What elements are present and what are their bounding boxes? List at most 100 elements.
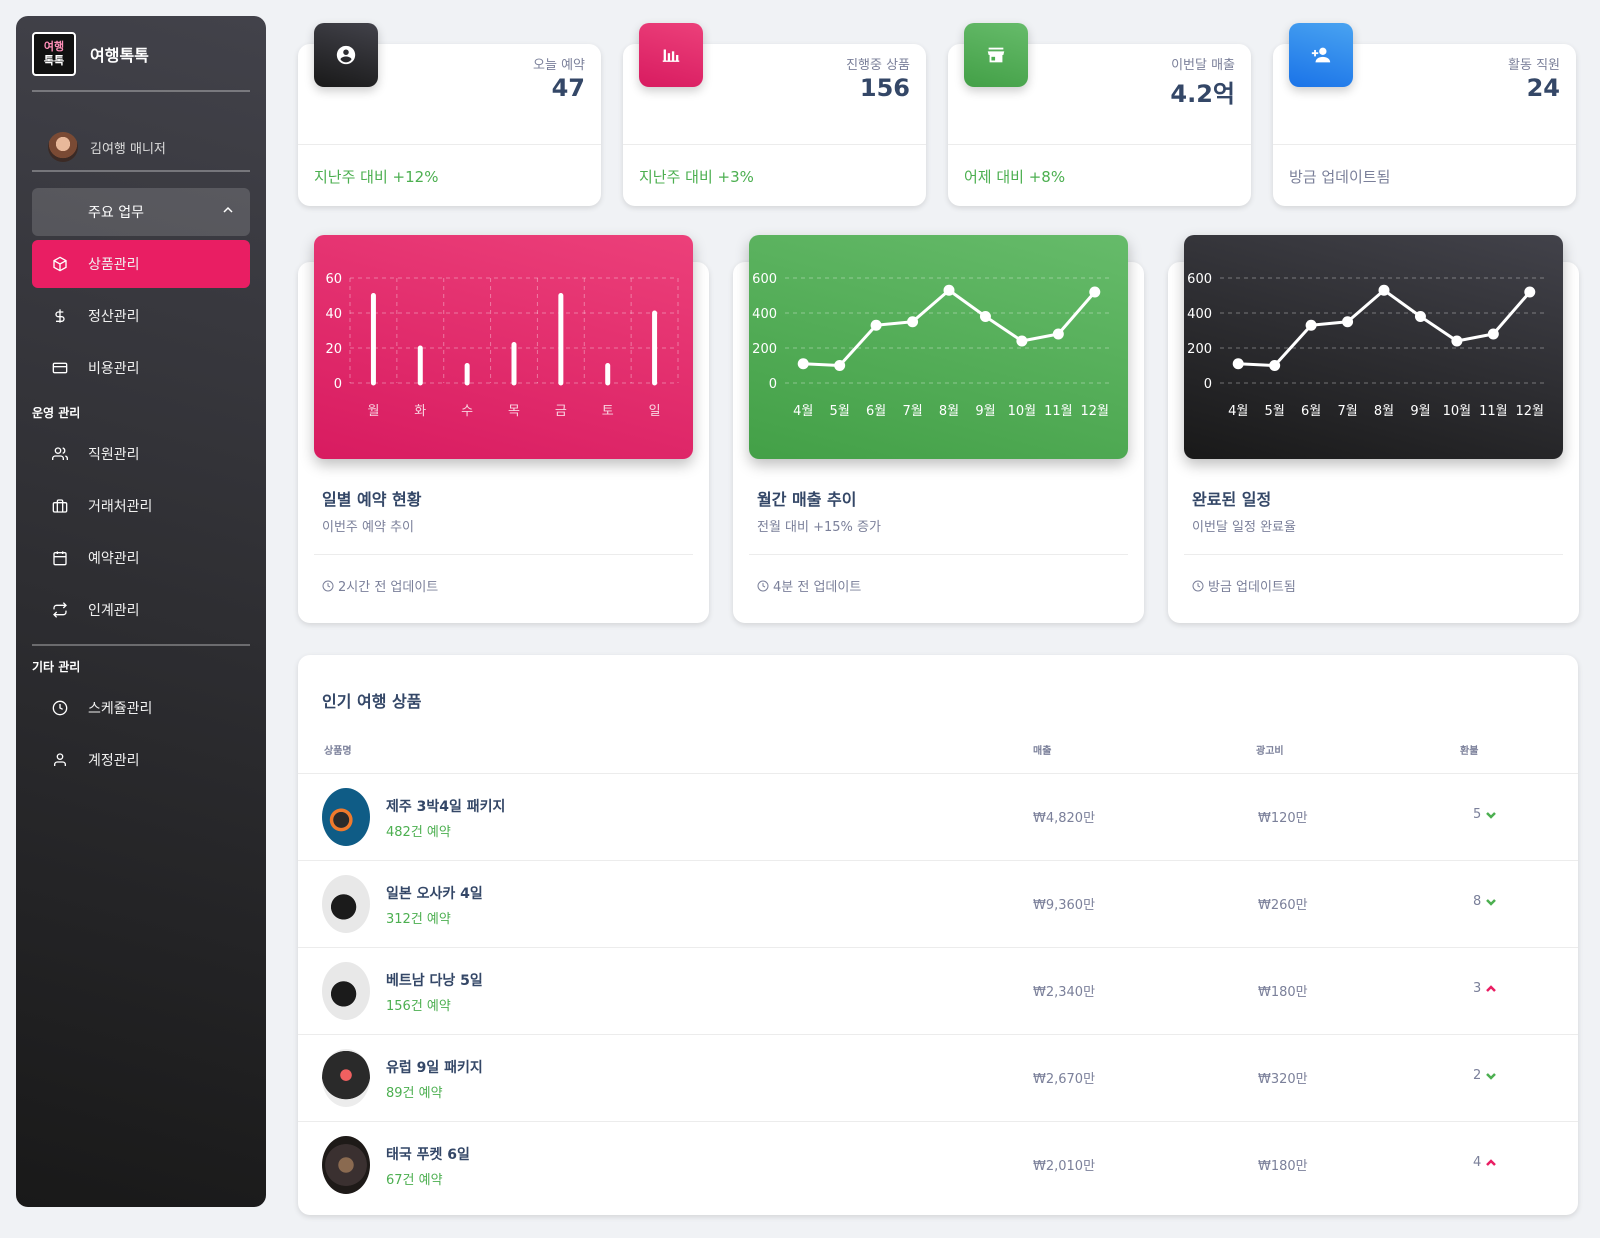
chart-subtitle: 이번주 예약 추이 <box>322 520 414 535</box>
sidebar-item-products[interactable]: 상품관리 <box>32 240 250 288</box>
user-profile[interactable]: 김여행 매니저 <box>48 132 166 162</box>
brand-logo: 여행 톡톡 <box>32 32 76 76</box>
sidebar-item-staff[interactable]: 직원관리 <box>32 430 250 478</box>
sidebar-item-label: 상품관리 <box>88 257 140 273</box>
table-row[interactable]: 유럽 9일 패키지 89건 예약 ₩2,670만 ₩320만 2 <box>298 1034 1578 1121</box>
data-point <box>1342 316 1354 328</box>
refund-count: 4 <box>1473 1155 1482 1170</box>
x-tick-label: 7월 <box>902 404 922 419</box>
data-point <box>797 358 809 370</box>
stat-footer: 지난주 대비 +12% <box>314 168 439 186</box>
y-tick-label: 400 <box>752 307 777 322</box>
bar-chart: 0 20 40 60 월 화 수 목 금 토 일 <box>325 272 679 419</box>
x-tick-label: 11월 <box>1479 404 1508 419</box>
sidebar-item-partners[interactable]: 거래처관리 <box>32 482 250 530</box>
sidebar-item-label: 비용관리 <box>88 361 140 377</box>
chart-card-daily-bookings: 0 20 40 60 월 화 수 목 금 토 일 일별 예약 현황 이번주 예약 추이 2시간 전 … <box>298 235 709 623</box>
product-thumbnail <box>322 1049 370 1107</box>
brand-name: 여행톡톡 <box>90 46 149 65</box>
chevron-up-icon <box>1486 1158 1497 1166</box>
stat-card-today-bookings: 오늘 예약 47 지난주 대비 +12% <box>298 23 601 206</box>
y-tick-label: 0 <box>769 377 777 392</box>
refund-count: 8 <box>1473 894 1482 909</box>
stat-value: 156 <box>859 74 910 102</box>
table-row[interactable]: 태국 푸켓 6일 67건 예약 ₩2,010만 ₩180만 4 <box>298 1121 1578 1208</box>
x-tick-label: 목 <box>508 404 520 419</box>
brand[interactable]: 여행 톡톡 여행톡톡 <box>32 32 149 76</box>
x-tick-label: 5월 <box>1265 404 1285 419</box>
sidebar-item-handover[interactable]: 인계관리 <box>32 586 250 634</box>
y-tick-label: 40 <box>325 307 342 322</box>
section-title-etc: 기타 관리 <box>32 660 81 674</box>
avatar <box>48 132 78 162</box>
sidebar-item-schedule[interactable]: 스케쥴관리 <box>32 684 250 732</box>
stat-card-active-products: 진행중 상품 156 지난주 대비 +3% <box>623 23 926 206</box>
product-sales: ₩9,360만 <box>1033 898 1096 913</box>
product-sales: ₩2,010만 <box>1033 1159 1096 1174</box>
chart-title: 완료된 일정 <box>1192 490 1272 509</box>
y-tick-label: 0 <box>1204 377 1212 392</box>
product-refund: 2 <box>1473 1068 1497 1083</box>
chart-footer-text: 2시간 전 업데이트 <box>338 580 439 595</box>
product-sales: ₩4,820만 <box>1033 811 1096 826</box>
sidebar-item-account[interactable]: 계정관리 <box>32 736 250 784</box>
product-name: 제주 3박4일 패키지 <box>386 799 506 815</box>
chart-card-completed-schedule: 0 200 400 600 4월 5월 6월 7월 8월 9월 10월 11월 12월 완료된 일정 이… <box>1168 235 1579 623</box>
series-line <box>1238 288 1531 367</box>
x-tick-label: 일 <box>649 404 661 419</box>
calendar-icon <box>32 550 88 566</box>
x-tick-label: 토 <box>602 404 614 419</box>
sidebar-item-reservations[interactable]: 예약관리 <box>32 534 250 582</box>
stat-card-active-staff: 활동 직원 24 방금 업데이트됨 <box>1273 23 1576 206</box>
chevron-up-icon <box>1486 984 1497 992</box>
stat-card-monthly-sales: 이번달 매출 4.2억 어제 대비 +8% <box>948 23 1251 206</box>
stat-value: 24 <box>1526 74 1560 102</box>
data-point <box>1232 358 1244 370</box>
x-tick-label: 11월 <box>1044 404 1073 419</box>
data-point <box>1089 286 1101 298</box>
table-row[interactable]: 제주 3박4일 패키지 482건 예약 ₩4,820만 ₩120만 5 <box>298 773 1578 860</box>
product-ad-cost: ₩180만 <box>1258 1159 1308 1174</box>
chart-subtitle: 이번달 일정 완료율 <box>1192 520 1296 535</box>
sidebar-item-settlement[interactable]: 정산관리 <box>32 292 250 340</box>
chart-footer: 4분 전 업데이트 <box>757 576 861 595</box>
line-chart: 0 200 400 600 4월 5월 6월 7월 8월 9월 10월 11월 12월 <box>1187 272 1548 419</box>
stat-footer: 지난주 대비 +3% <box>639 168 754 186</box>
x-tick-label: 9월 <box>975 404 995 419</box>
product-bookings: 312건 예약 <box>386 912 451 927</box>
refund-count: 3 <box>1473 981 1482 996</box>
x-tick-label: 12월 <box>1516 404 1545 419</box>
nav-group-main[interactable]: 주요 업무 <box>32 188 250 236</box>
product-refund: 4 <box>1473 1155 1497 1170</box>
dollar-icon <box>32 308 88 324</box>
x-tick-label: 4월 <box>793 404 813 419</box>
clock-icon <box>322 580 334 591</box>
product-sales: ₩2,670만 <box>1033 1072 1096 1087</box>
chart-subtitle: 전월 대비 +15% 증가 <box>757 520 881 535</box>
divider <box>298 144 601 145</box>
x-tick-label: 수 <box>461 404 473 419</box>
product-ad-cost: ₩120만 <box>1258 811 1308 826</box>
sidebar-item-label: 거래처관리 <box>88 499 153 515</box>
sidebar-item-expenses[interactable]: 비용관리 <box>32 344 250 392</box>
column-header-ad: 광고비 <box>1256 746 1284 757</box>
y-tick-label: 60 <box>325 272 342 287</box>
stat-label: 활동 직원 <box>1508 58 1560 73</box>
table-title: 인기 여행 상품 <box>322 692 422 711</box>
product-thumbnail <box>322 875 370 933</box>
x-tick-label: 5월 <box>830 404 850 419</box>
user-icon <box>32 752 88 768</box>
repeat-icon <box>32 602 88 618</box>
clock-icon <box>1192 580 1204 591</box>
table-row[interactable]: 베트남 다낭 5일 156건 예약 ₩2,340만 ₩180만 3 <box>298 947 1578 1034</box>
chart-title: 월간 매출 추이 <box>757 490 857 509</box>
product-ad-cost: ₩320만 <box>1258 1072 1308 1087</box>
sidebar: 여행 톡톡 여행톡톡 김여행 매니저 주요 업무 상품관리 정산관리 비용관리 … <box>16 16 266 1207</box>
chart-footer-text: 방금 업데이트됨 <box>1208 580 1296 595</box>
table-row[interactable]: 일본 오사카 4일 312건 예약 ₩9,360만 ₩260만 8 <box>298 860 1578 947</box>
data-point <box>1451 335 1463 347</box>
x-tick-label: 8월 <box>1374 404 1394 419</box>
product-bookings: 89건 예약 <box>386 1086 443 1101</box>
product-thumbnail <box>322 962 370 1020</box>
divider <box>749 554 1128 555</box>
